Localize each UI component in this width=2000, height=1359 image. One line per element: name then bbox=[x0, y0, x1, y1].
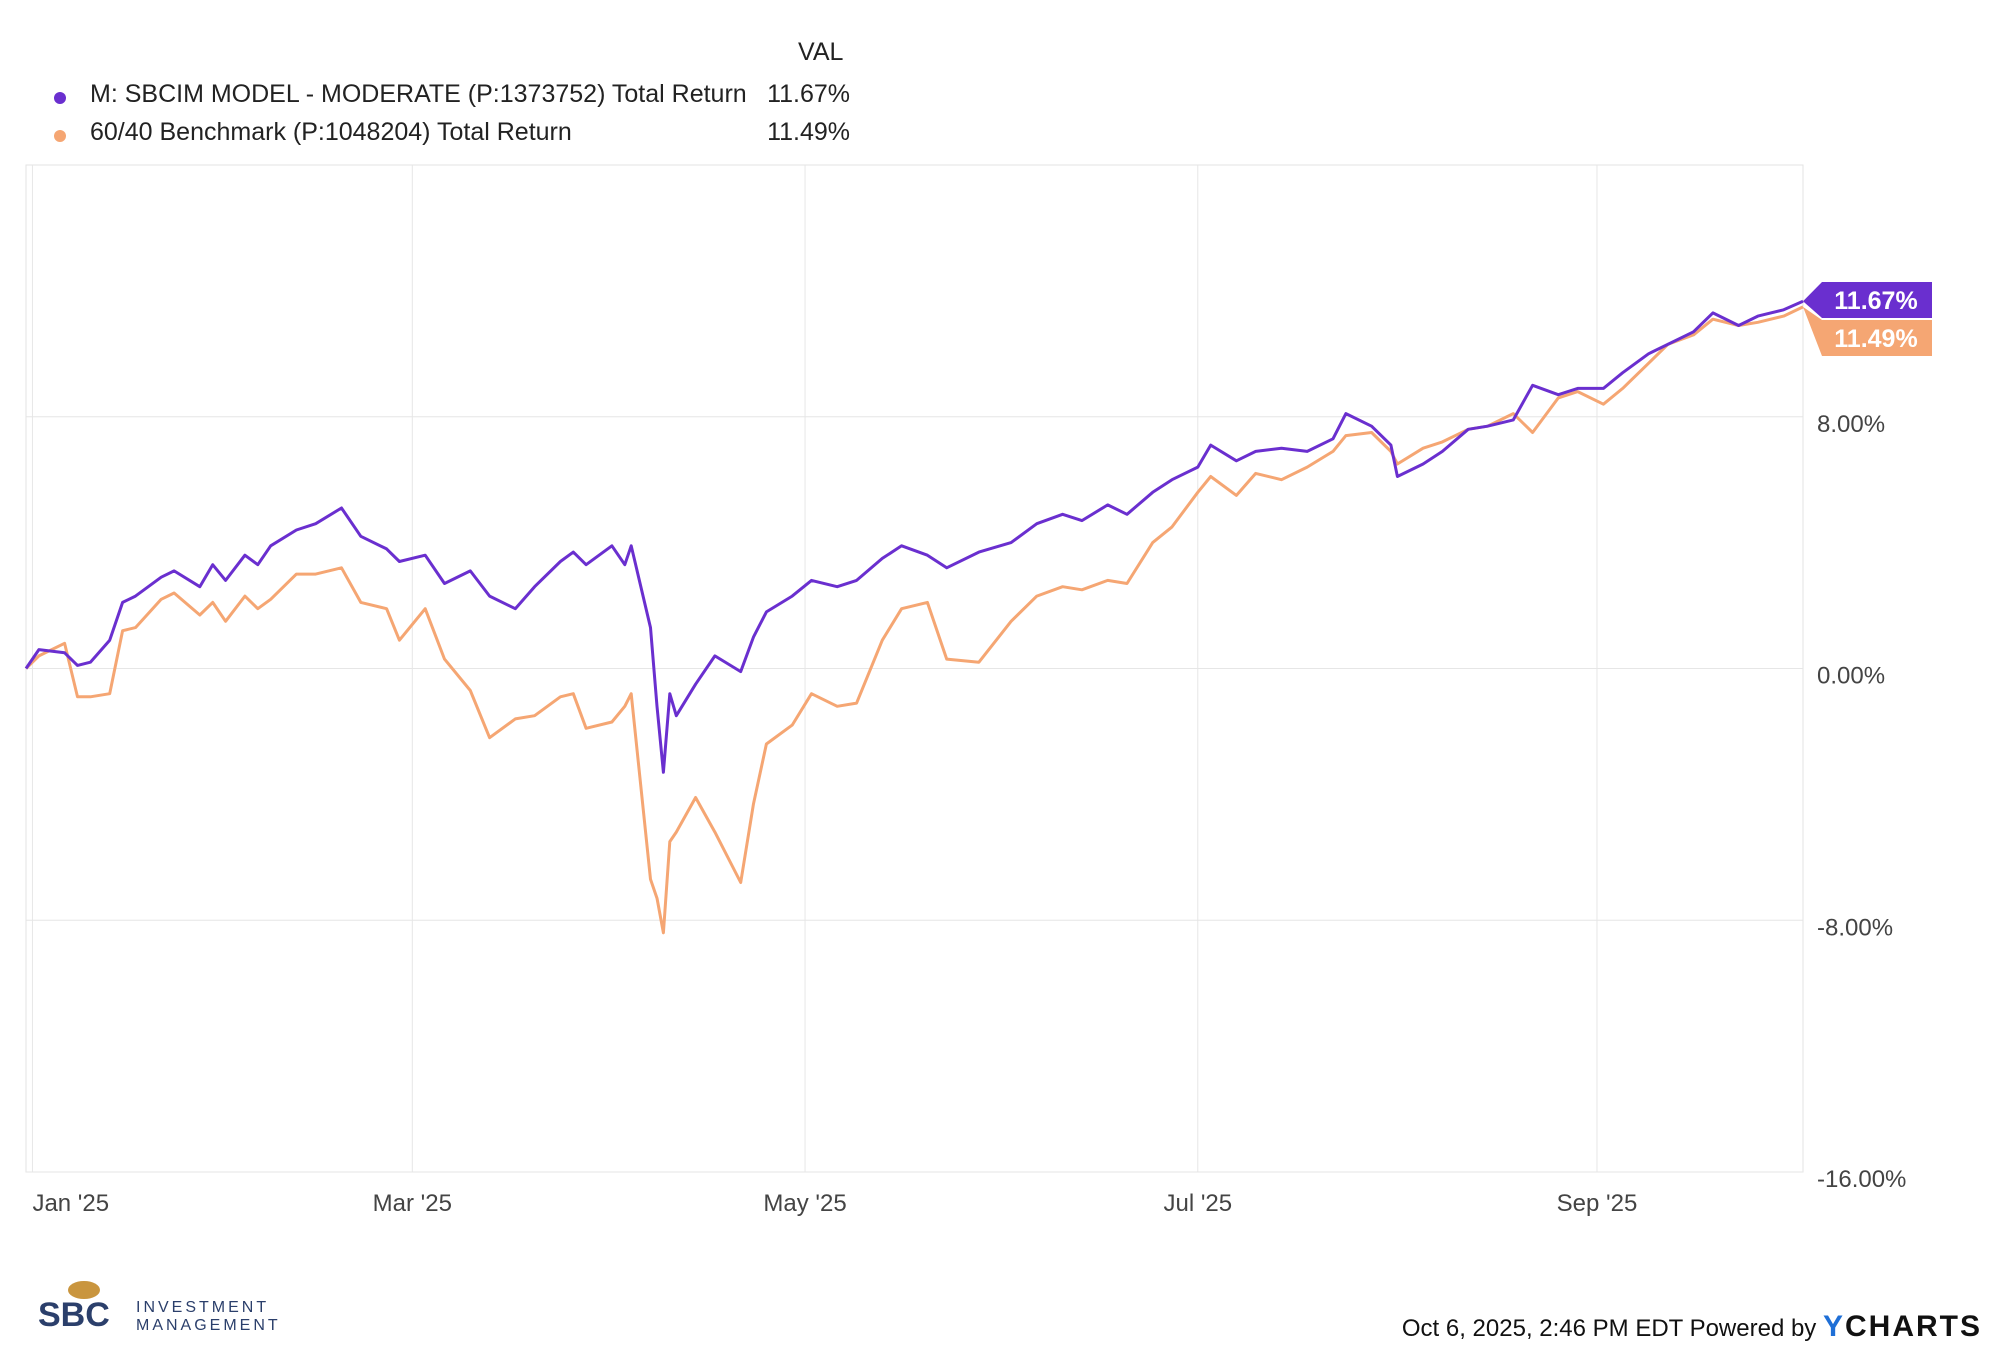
logo-line2: MANAGEMENT bbox=[136, 1317, 281, 1334]
y-tick-label: -8.00% bbox=[1817, 914, 1893, 941]
end-value-label: 11.67% bbox=[1834, 287, 1917, 315]
x-tick-label: Jan '25 bbox=[32, 1190, 109, 1217]
end-value-label: 11.49% bbox=[1834, 325, 1917, 353]
legend-series-value: 11.49% bbox=[767, 118, 850, 146]
legend-header: VAL bbox=[798, 38, 844, 66]
series-line-model bbox=[24, 299, 1804, 774]
end-value-badge bbox=[1803, 282, 1932, 318]
y-tick-label: 0.00% bbox=[1817, 663, 1885, 690]
ycharts-logo[interactable]: YCHARTS bbox=[1822, 1310, 1982, 1343]
legend-series-name: 60/40 Benchmark (P:1048204) Total Return bbox=[90, 118, 572, 146]
logo-crest-icon bbox=[68, 1281, 100, 1299]
legend-item-model[interactable]: M: SBCIM MODEL - MODERATE (P:1373752) To… bbox=[50, 80, 850, 114]
x-tick-label: Mar '25 bbox=[373, 1190, 452, 1217]
series-color-dot bbox=[54, 92, 66, 104]
y-tick-label: -16.00% bbox=[1817, 1166, 1906, 1193]
logo-initials: SBC bbox=[38, 1296, 110, 1334]
y-tick-label: 8.00% bbox=[1817, 411, 1885, 438]
sbc-logo: SBC INVESTMENT MANAGEMENT bbox=[38, 1281, 281, 1334]
footer-timestamp: Oct 6, 2025, 2:46 PM EDT bbox=[1401, 1315, 1683, 1342]
legend-series-name: M: SBCIM MODEL - MODERATE (P:1373752) To… bbox=[90, 80, 747, 108]
legend-item-benchmark[interactable]: 60/40 Benchmark (P:1048204) Total Return… bbox=[50, 118, 850, 152]
x-tick-label: May '25 bbox=[763, 1190, 846, 1217]
legend-series-value: 11.67% bbox=[767, 80, 850, 108]
footer-powered-by: Powered by bbox=[1689, 1315, 1817, 1342]
series-line-benchmark bbox=[24, 305, 1804, 935]
series-color-dot bbox=[54, 130, 66, 142]
footer: Oct 6, 2025, 2:46 PM EDT Powered by YCHA… bbox=[1402, 1310, 1982, 1344]
end-value-badge bbox=[1803, 306, 1932, 356]
logo-line1: INVESTMENT bbox=[136, 1299, 269, 1316]
x-tick-label: Jul '25 bbox=[1163, 1190, 1232, 1217]
x-tick-label: Sep '25 bbox=[1557, 1190, 1638, 1217]
